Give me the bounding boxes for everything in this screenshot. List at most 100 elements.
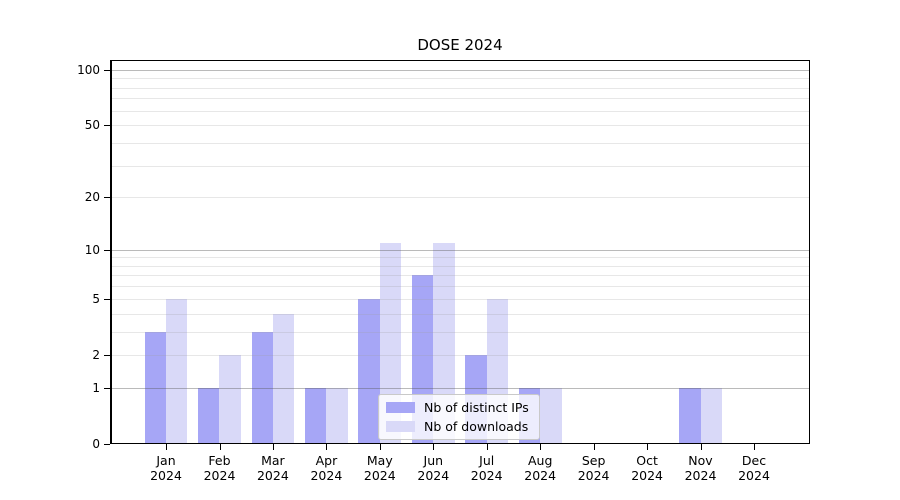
x-axis-tick-label-line: Jun	[423, 453, 444, 468]
bar-distinct-ips	[144, 331, 166, 444]
minor-gridline	[110, 165, 810, 167]
bar-downloads	[700, 387, 722, 444]
x-axis-tick-label-line: 2024	[470, 468, 503, 483]
x-axis-tick-label-line: May	[366, 453, 393, 468]
x-axis-tick	[647, 444, 649, 450]
y-axis-tick-label: 5	[92, 291, 100, 306]
y-axis-tick-label: 50	[84, 118, 100, 133]
x-axis-tick-label-line: Mar	[261, 453, 285, 468]
x-axis-tick	[700, 444, 702, 450]
x-axis-tick	[754, 444, 755, 450]
bottom-spine	[110, 442, 810, 444]
minor-gridline	[110, 197, 810, 199]
x-axis-tick-label: Oct 2024	[617, 453, 677, 483]
bar-distinct-ips	[358, 298, 380, 444]
minor-gridline	[110, 142, 810, 144]
x-axis-tick	[272, 444, 274, 450]
x-axis-tick-label-line: Jul	[479, 453, 495, 468]
x-axis-tick-label: Apr 2024	[296, 453, 356, 483]
minor-gridline	[110, 286, 810, 288]
minor-gridline	[110, 265, 810, 267]
legend-item-downloads: Nb of downloads	[386, 419, 529, 434]
legend-label: Nb of distinct IPs	[424, 400, 529, 415]
minor-gridline	[110, 313, 810, 315]
minor-gridline	[110, 78, 810, 80]
top-spine	[110, 60, 810, 61]
minor-gridline	[110, 354, 810, 356]
x-axis-tick-label: Jul 2024	[457, 453, 517, 483]
y-axis-tick	[104, 387, 110, 389]
x-axis-tick-label-line: Nov	[688, 453, 713, 468]
x-axis-tick-label-line: 2024	[256, 468, 289, 483]
y-axis-tick-label: 1	[92, 380, 100, 395]
x-axis-tick	[326, 444, 328, 450]
x-axis-tick-label-line: 2024	[417, 468, 450, 483]
bar-downloads	[272, 313, 295, 444]
y-axis-tick	[104, 197, 110, 199]
x-axis-tick-label: Dec 2024	[724, 453, 784, 483]
x-axis-tick	[593, 444, 595, 450]
right-spine	[808, 60, 810, 444]
minor-gridline	[110, 87, 810, 89]
x-axis-tick-label-line: Dec	[741, 453, 767, 468]
y-axis-tick-label: 10	[84, 242, 100, 257]
major-gridline	[110, 249, 810, 251]
chart-title: DOSE 2024	[417, 36, 503, 54]
x-axis-tick-label: Aug 2024	[510, 453, 570, 483]
x-axis-tick-label: Nov 2024	[671, 453, 731, 483]
x-axis-tick-label-line: Feb	[208, 453, 231, 468]
y-axis-tick	[104, 444, 110, 445]
legend: Nb of distinct IPs Nb of downloads	[378, 394, 540, 440]
x-axis-tick	[486, 444, 488, 450]
x-axis-tick-label-line: 2024	[524, 468, 557, 483]
x-axis-tick-label-line: Oct	[636, 453, 658, 468]
x-axis-tick-label-line: Apr	[315, 453, 338, 468]
x-axis-tick	[433, 444, 435, 450]
x-axis-tick-label-line: Jan	[156, 453, 176, 468]
x-axis-tick-label: May 2024	[350, 453, 410, 483]
bar-downloads	[540, 387, 562, 444]
y-axis-tick	[104, 69, 110, 71]
minor-gridline	[110, 331, 810, 333]
y-axis-tick-label: 100	[77, 62, 100, 77]
bar-downloads	[219, 354, 241, 444]
x-axis-tick-label-line: 2024	[738, 468, 770, 483]
bar-downloads	[166, 298, 188, 444]
x-axis-tick-label: Feb 2024	[190, 453, 250, 483]
bar-distinct-ips	[679, 387, 701, 444]
x-axis-tick-label-line: 2024	[203, 468, 236, 483]
legend-item-distinct-ips: Nb of distinct IPs	[386, 400, 529, 415]
x-axis-tick-label-line: 2024	[150, 468, 182, 483]
y-axis-tick-label: 2	[92, 347, 100, 362]
minor-gridline	[110, 298, 810, 300]
bar-distinct-ips	[304, 387, 327, 444]
x-axis-tick-label-line: Sep	[581, 453, 606, 468]
minor-gridline	[110, 98, 810, 100]
y-axis-tick	[104, 249, 110, 251]
bar-downloads	[433, 242, 455, 444]
y-axis-tick	[104, 298, 110, 300]
y-axis-tick	[104, 354, 110, 356]
x-axis-tick-label-line: 2024	[363, 468, 396, 483]
x-axis-tick-label: Jun 2024	[403, 453, 463, 483]
y-axis-tick-label: 20	[84, 190, 100, 205]
bar-downloads	[326, 387, 348, 444]
legend-swatch-downloads	[386, 421, 415, 432]
y-axis-tick	[104, 125, 110, 127]
bar-distinct-ips	[251, 331, 273, 444]
left-spine	[110, 60, 112, 444]
x-axis-tick	[219, 444, 221, 450]
legend-swatch-distinct-ips	[386, 402, 415, 413]
y-axis-tick-label: 0	[92, 437, 100, 451]
major-gridline	[110, 69, 810, 71]
minor-gridline	[110, 110, 810, 112]
minor-gridline	[110, 275, 810, 277]
x-axis-tick-label: Mar 2024	[243, 453, 303, 483]
plot-area	[110, 60, 810, 444]
x-axis-tick-label: Sep 2024	[564, 453, 624, 483]
bar-distinct-ips	[198, 387, 220, 444]
bar-downloads	[379, 242, 402, 444]
x-axis-tick-label-line: 2024	[684, 468, 717, 483]
x-axis-tick	[379, 444, 381, 450]
